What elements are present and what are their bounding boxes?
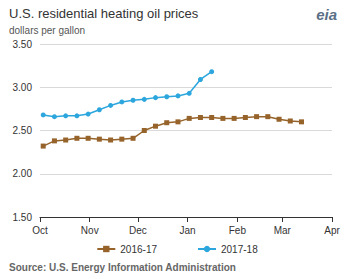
svg-text:2016-17: 2016-17: [120, 244, 157, 255]
svg-text:Oct: Oct: [32, 225, 48, 236]
svg-text:2017-18: 2017-18: [221, 244, 258, 255]
svg-text:dollars per gallon: dollars per gallon: [9, 25, 85, 36]
svg-text:U.S. residential heating oil p: U.S. residential heating oil prices: [9, 6, 199, 21]
svg-text:Mar: Mar: [274, 225, 292, 236]
svg-text:2.00: 2.00: [13, 168, 33, 179]
svg-text:eia: eia: [316, 6, 337, 23]
svg-text:Nov: Nov: [81, 225, 99, 236]
svg-text:Source: U.S. Energy Informatio: Source: U.S. Energy Information Administ…: [9, 262, 236, 273]
svg-text:Feb: Feb: [229, 225, 247, 236]
svg-text:3.00: 3.00: [13, 82, 33, 93]
svg-text:Dec: Dec: [129, 225, 147, 236]
svg-text:Jan: Jan: [180, 225, 196, 236]
svg-text:2.50: 2.50: [13, 125, 33, 136]
svg-text:1.50: 1.50: [13, 212, 33, 223]
svg-text:3.50: 3.50: [13, 39, 33, 50]
svg-text:Apr: Apr: [324, 225, 340, 236]
